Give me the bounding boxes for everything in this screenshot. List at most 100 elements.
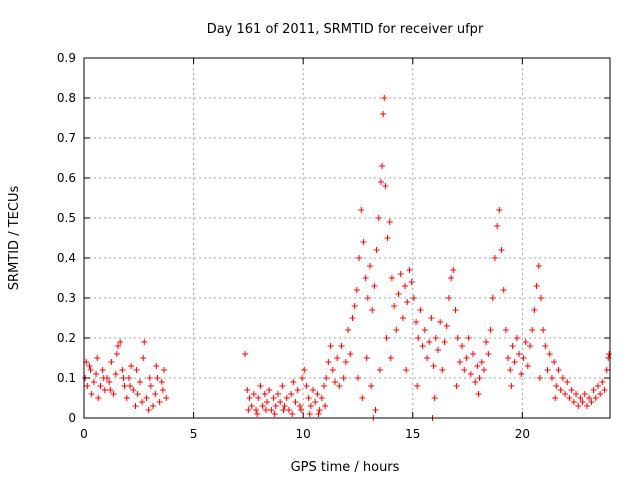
data-point (454, 335, 461, 341)
data-point (100, 375, 107, 381)
data-point (318, 395, 325, 401)
data-point (121, 383, 128, 389)
data-point (540, 327, 547, 333)
data-point (570, 399, 577, 405)
data-point (500, 287, 507, 293)
data-point (159, 387, 166, 393)
data-point (88, 391, 95, 397)
data-point (404, 299, 411, 305)
data-point (544, 367, 551, 373)
data-point (133, 367, 140, 373)
points-layer (82, 95, 613, 421)
data-point (533, 283, 540, 289)
x-tick-label: 10 (296, 427, 311, 441)
y-tick-label: 0.6 (57, 171, 76, 185)
data-point (379, 163, 386, 169)
data-point (376, 367, 383, 373)
data-point (559, 375, 566, 381)
data-point (271, 411, 278, 417)
data-point (316, 407, 323, 413)
y-tick-label: 0.4 (57, 251, 76, 265)
data-point (483, 339, 490, 345)
data-point (599, 379, 606, 385)
data-point (294, 387, 301, 393)
data-point (410, 295, 417, 301)
data-point (536, 375, 543, 381)
data-point (415, 335, 422, 341)
data-point (597, 391, 604, 397)
data-point (603, 367, 610, 373)
data-point (520, 355, 527, 361)
data-point (586, 395, 593, 401)
data-point (327, 343, 334, 349)
data-point (244, 387, 251, 393)
data-point (299, 375, 306, 381)
data-point (306, 411, 313, 417)
data-point (470, 351, 477, 357)
data-point (110, 391, 117, 397)
data-point (592, 395, 599, 401)
data-point (310, 387, 317, 393)
data-point (529, 327, 536, 333)
x-tick-label: 15 (405, 427, 420, 441)
data-point (368, 383, 375, 389)
data-point (450, 267, 457, 273)
data-point (369, 307, 376, 313)
data-point (562, 391, 569, 397)
data-point (156, 399, 163, 405)
data-point (314, 391, 321, 397)
y-tick-label: 0.1 (57, 371, 76, 385)
data-point (406, 267, 413, 273)
data-point (594, 383, 601, 389)
data-point (301, 367, 308, 373)
data-point (419, 343, 426, 349)
data-point (448, 275, 455, 281)
data-point (507, 367, 514, 373)
data-point (524, 363, 531, 369)
data-point (345, 327, 352, 333)
data-point (106, 379, 113, 385)
data-point (601, 387, 608, 393)
data-point (132, 403, 139, 409)
data-point (430, 363, 437, 369)
data-point (140, 355, 147, 361)
data-point (356, 255, 363, 261)
data-point (383, 335, 390, 341)
data-point (353, 287, 360, 293)
data-point (136, 379, 143, 385)
data-point (487, 327, 494, 333)
data-point (531, 307, 538, 313)
y-tick-label: 0.9 (57, 51, 76, 65)
data-point (371, 283, 378, 289)
data-point (377, 179, 384, 185)
data-point (443, 323, 450, 329)
data-point (475, 391, 482, 397)
plot-frame (83, 57, 611, 419)
data-point (359, 395, 366, 401)
data-point (453, 383, 460, 389)
data-point (127, 383, 134, 389)
data-point (511, 359, 518, 365)
data-point (117, 339, 124, 345)
data-point (387, 355, 394, 361)
data-point (288, 391, 295, 397)
data-point (334, 355, 341, 361)
data-point (463, 355, 470, 361)
data-point (441, 339, 448, 345)
data-point (426, 339, 433, 345)
data-point (303, 383, 310, 389)
data-point (553, 383, 560, 389)
data-point (381, 95, 388, 101)
data-point (555, 367, 562, 373)
y-tick-label: 0.5 (57, 211, 76, 225)
data-point (358, 207, 365, 213)
data-point (508, 383, 515, 389)
data-point (403, 367, 410, 373)
data-point (123, 395, 130, 401)
data-point (575, 403, 582, 409)
data-point (342, 359, 349, 365)
data-point (402, 283, 409, 289)
data-point (367, 263, 374, 269)
data-point (253, 407, 260, 413)
